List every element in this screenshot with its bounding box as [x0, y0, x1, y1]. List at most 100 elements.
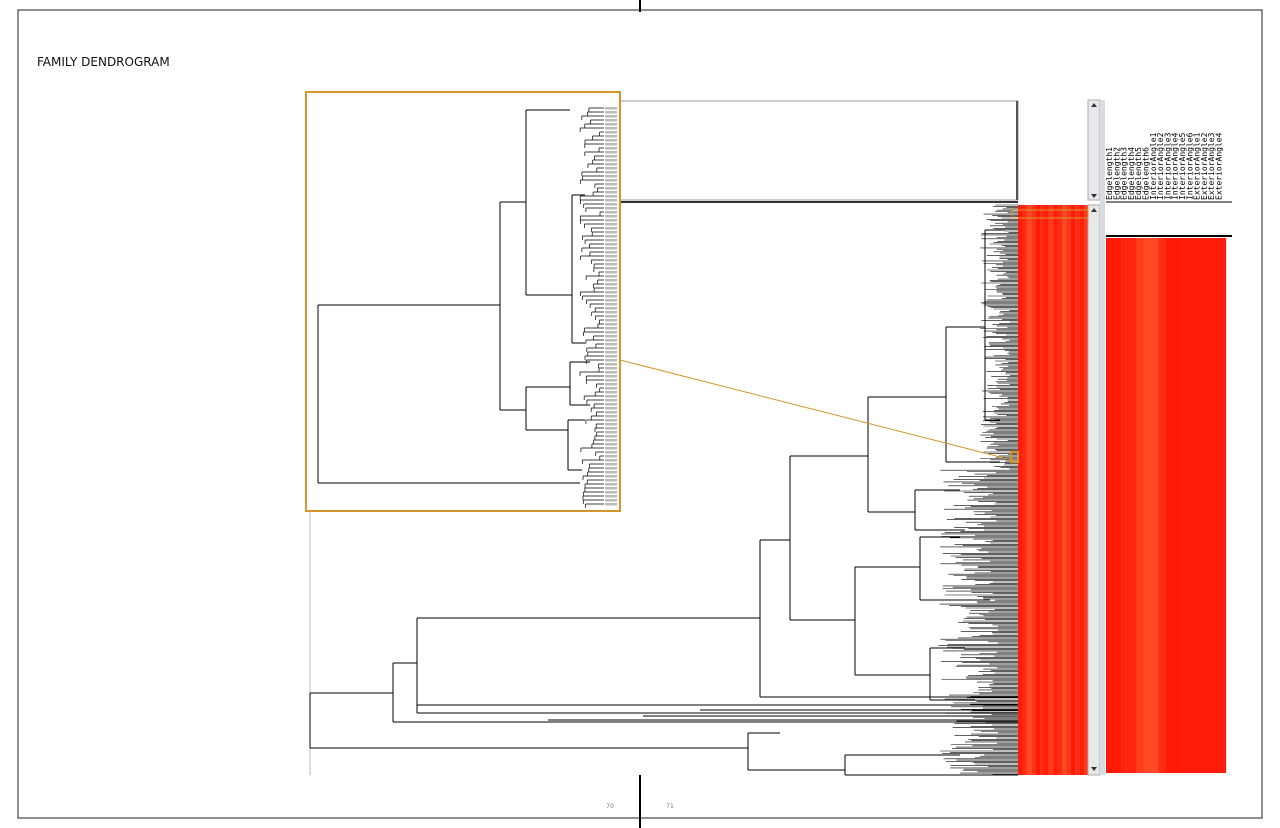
column-label: InteriorAngle5 — [1178, 132, 1187, 200]
leaf-label — [605, 235, 617, 238]
column-label: Edgelength6 — [1142, 147, 1151, 200]
zoom-connector — [619, 359, 1013, 461]
heat-column — [1106, 238, 1114, 773]
heat-column — [1057, 205, 1063, 775]
leaf-label — [605, 191, 617, 194]
heat-column — [1218, 238, 1227, 773]
leaf-label — [605, 403, 617, 406]
heat-column — [1084, 205, 1089, 775]
leaf-label — [605, 455, 617, 458]
leaf-label — [605, 383, 617, 386]
column-label: Edgelength2 — [1112, 147, 1121, 200]
heatmap — [1106, 238, 1227, 773]
leaf-label — [605, 431, 617, 434]
leaf-label — [605, 415, 617, 418]
leaf-label — [605, 447, 617, 450]
heat-column — [1018, 205, 1023, 775]
leaf-label — [605, 107, 617, 110]
inset-leaves — [579, 107, 604, 508]
column-label: Edgelength4 — [1127, 147, 1136, 200]
heat-column — [1203, 238, 1212, 773]
heat-column — [1040, 205, 1045, 775]
leaf-label — [605, 279, 617, 282]
leaf-label — [605, 411, 617, 414]
leaf-label — [605, 291, 617, 294]
leaf-label — [605, 503, 617, 506]
heat-column — [1044, 205, 1049, 775]
leaf-label — [605, 223, 617, 226]
heat-column — [1166, 238, 1174, 773]
leaf-label — [605, 179, 617, 182]
leaf-label — [605, 251, 617, 254]
leaf-label — [605, 119, 617, 122]
leaf-label — [605, 239, 617, 242]
leaf-label — [605, 187, 617, 190]
leaf-label — [605, 459, 617, 462]
leaf-label — [605, 227, 617, 230]
page-number: 71 — [666, 803, 674, 810]
leaf-label — [605, 343, 617, 346]
leaf-label — [605, 407, 617, 410]
leaf-label — [605, 203, 617, 206]
leaf-label — [605, 387, 617, 390]
heat-column — [1211, 238, 1219, 773]
heat-column — [1143, 238, 1152, 773]
leaf-label — [605, 339, 617, 342]
heat-column — [1188, 238, 1197, 773]
leaf-label — [605, 323, 617, 326]
leaf-label — [605, 443, 617, 446]
leaf-label — [605, 315, 617, 318]
column-label: InteriorAngle6 — [1185, 132, 1194, 200]
leaf-label — [605, 395, 617, 398]
leaf-label — [605, 331, 617, 334]
top-panel — [619, 100, 1019, 203]
column-label: ExteriorAngle2 — [1200, 132, 1209, 200]
leaf-label — [605, 211, 617, 214]
leaf-label — [605, 243, 617, 246]
leaf-label — [605, 495, 617, 498]
leaf-label — [605, 295, 617, 298]
zoom-marker — [1010, 451, 1019, 463]
leaf-label — [605, 367, 617, 370]
leaf-label — [605, 303, 617, 306]
column-label: Edgelength1 — [1105, 147, 1114, 200]
leaf-label — [605, 327, 617, 330]
leaf-label — [605, 183, 617, 186]
heat-column — [1136, 238, 1144, 773]
column-label: Edgelength5 — [1134, 147, 1143, 200]
heat-column — [1022, 205, 1027, 775]
column-labels: Edgelength1Edgelength2Edgelength3Edgelen… — [1105, 132, 1224, 200]
leaf-label — [605, 451, 617, 454]
column-label: Edgelength3 — [1120, 147, 1129, 200]
leaf-label — [605, 439, 617, 442]
leaf-label — [605, 147, 617, 150]
scrollbar — [1087, 99, 1105, 776]
leaf-label — [605, 139, 617, 142]
leaf-label — [605, 155, 617, 158]
leaf-label — [605, 283, 617, 286]
leaf-label — [605, 463, 617, 466]
leaf-label — [605, 371, 617, 374]
leaf-label — [605, 131, 617, 134]
column-label: InteriorAngle2 — [1156, 132, 1165, 200]
heat-column — [1026, 205, 1032, 775]
leaf-label — [605, 499, 617, 502]
heat-column — [1066, 205, 1071, 775]
column-label: ExteriorAngle4 — [1215, 132, 1224, 200]
heat-column — [1048, 205, 1054, 775]
leaf-label — [605, 171, 617, 174]
leaf-label — [605, 135, 617, 138]
leaf-label — [605, 435, 617, 438]
page-number: 70 — [606, 803, 614, 810]
title: FAMILY DENDROGRAM — [37, 55, 170, 69]
column-label: InteriorAngle4 — [1171, 132, 1180, 200]
leaf-label — [605, 351, 617, 354]
leaf-label — [605, 391, 617, 394]
heat-column — [1113, 238, 1122, 773]
heat-column — [1079, 205, 1085, 775]
leaf-label — [605, 143, 617, 146]
leaf-label — [605, 215, 617, 218]
leaf-label — [605, 207, 617, 210]
column-label: ExteriorAngle3 — [1207, 132, 1216, 200]
